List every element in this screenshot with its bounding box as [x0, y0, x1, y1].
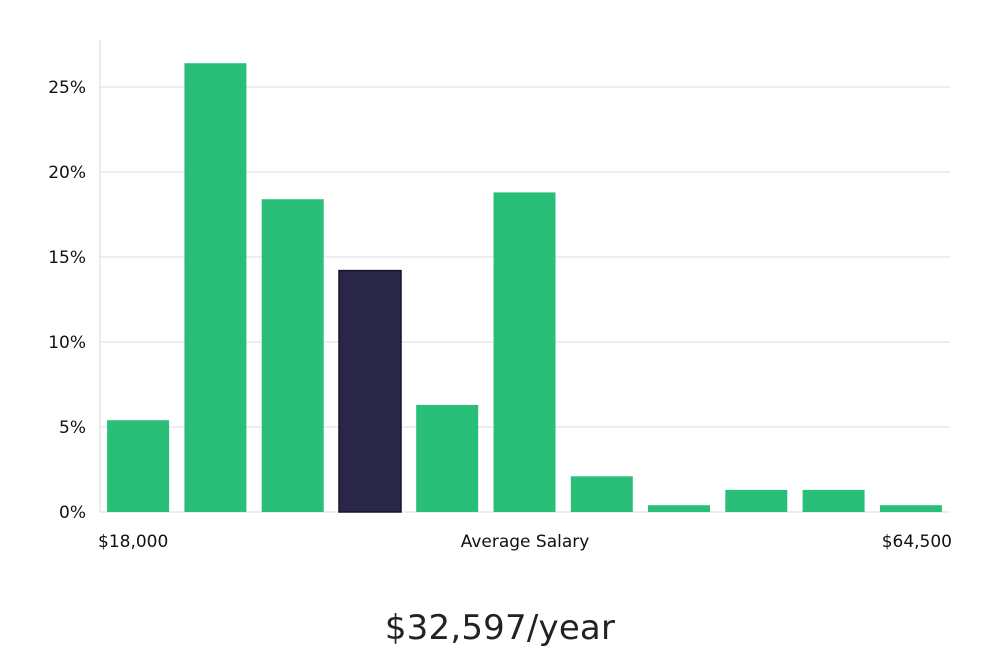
bar — [879, 505, 942, 512]
bar-highlighted — [338, 269, 402, 513]
label-layer: 0% 5% 10% 15% 20% 25% $18,000 Average Salary $64… — [48, 78, 952, 552]
salary-histogram: 0% 5% 10% 15% 20% 25% $18,000 Average Salary $64… — [48, 40, 952, 552]
bar-layer — [107, 63, 942, 513]
bar — [416, 404, 479, 512]
y-tick-label: 5% — [59, 418, 86, 438]
bar — [261, 199, 324, 512]
average-salary-value: $32,597/year — [384, 608, 616, 648]
bar — [184, 63, 247, 512]
bar — [107, 420, 170, 512]
y-tick-label: 20% — [48, 163, 86, 183]
y-tick-label: 15% — [48, 248, 86, 268]
bar — [648, 505, 710, 512]
bar — [725, 489, 788, 512]
bar — [570, 476, 633, 512]
x-axis-title: Average Salary — [461, 532, 590, 552]
x-min-label: $18,000 — [98, 532, 168, 552]
y-tick-label: 10% — [48, 333, 86, 353]
y-tick-label: 0% — [59, 503, 86, 523]
bar — [802, 489, 865, 512]
x-max-label: $64,500 — [882, 532, 952, 552]
y-tick-label: 25% — [48, 78, 86, 98]
bar — [493, 192, 556, 512]
chart-svg: 0% 5% 10% 15% 20% 25% $18,000 Average Salary $64… — [48, 40, 952, 552]
